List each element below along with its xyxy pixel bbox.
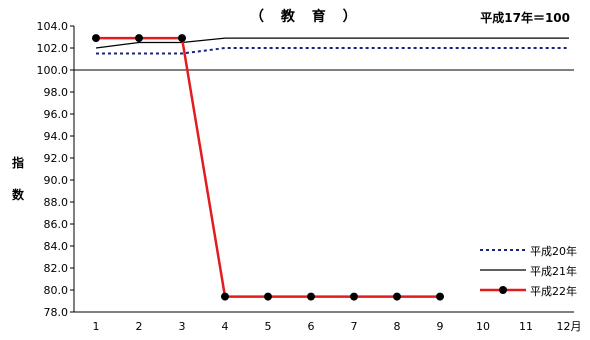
x-tick-label-3: 4 <box>222 320 229 333</box>
legend-swatch-2 <box>480 269 526 271</box>
x-tick-label-0: 1 <box>93 320 100 333</box>
y-tick-label-9: 96.0 <box>44 108 69 121</box>
series-line-1 <box>96 47 569 55</box>
series-line-3 <box>96 36 440 298</box>
axis-layer: 78.0 80.0 82.0 84.0 86.0 88.0 90.0 92.0 94.0 96.0… <box>37 20 582 333</box>
y-tick-label-6: 90.0 <box>44 174 69 187</box>
y-tick-label-2: 82.0 <box>44 262 69 275</box>
y-tick-label-7: 92.0 <box>44 152 69 165</box>
y-axis-label-char-1: 指 <box>12 156 25 170</box>
series-3-point-4 <box>221 292 229 301</box>
x-tick-label-1: 2 <box>136 320 143 333</box>
legend-label-3: 平成22年 <box>530 285 577 298</box>
y-tick-label-11: 100.0 <box>37 64 69 77</box>
x-tick-label-7: 8 <box>394 320 401 333</box>
chart-title: （ 教 育 ） <box>250 9 363 25</box>
series-3-point-9 <box>436 292 444 301</box>
series-3-point-2 <box>135 34 143 43</box>
series-3-point-1 <box>92 34 100 43</box>
x-tick-label-11: 12月 <box>557 320 582 333</box>
base-year-note: 平成17年＝100 <box>480 11 570 25</box>
y-tick-label-1: 80.0 <box>44 284 69 297</box>
legend-label-2: 平成21年 <box>530 265 577 278</box>
y-tick-label-5: 88.0 <box>44 196 69 209</box>
x-tick-label-2: 3 <box>179 320 186 333</box>
x-tick-label-8: 9 <box>437 320 444 333</box>
x-tick-label-4: 5 <box>265 320 272 333</box>
y-tick-label-3: 84.0 <box>44 240 69 253</box>
series-3-point-5 <box>264 292 272 301</box>
series-3-point-3 <box>178 34 186 43</box>
y-tick-label-0: 78.0 <box>44 306 69 319</box>
y-tick-label-10: 98.0 <box>44 86 69 99</box>
series-layer <box>92 34 569 301</box>
x-tick-label-9: 10 <box>476 320 490 333</box>
x-tick-label-5: 6 <box>308 320 315 333</box>
legend-swatch-3 <box>480 286 526 294</box>
legend-label-1: 平成20年 <box>530 245 577 258</box>
y-tick-label-12: 102.0 <box>37 42 69 55</box>
y-tick-label-13: 104.0 <box>37 20 69 33</box>
series-3-point-7 <box>350 292 358 301</box>
series-3-point-6 <box>307 292 315 301</box>
y-axis-label-char-2: 数 <box>12 188 25 202</box>
y-tick-label-4: 86.0 <box>44 218 69 231</box>
series-3-point-8 <box>393 292 401 301</box>
y-tick-label-8: 94.0 <box>44 130 69 143</box>
x-tick-label-6: 7 <box>351 320 358 333</box>
x-tick-label-10: 11 <box>519 320 533 333</box>
legend-swatch-1 <box>480 249 526 251</box>
series-line-2 <box>95 37 569 49</box>
